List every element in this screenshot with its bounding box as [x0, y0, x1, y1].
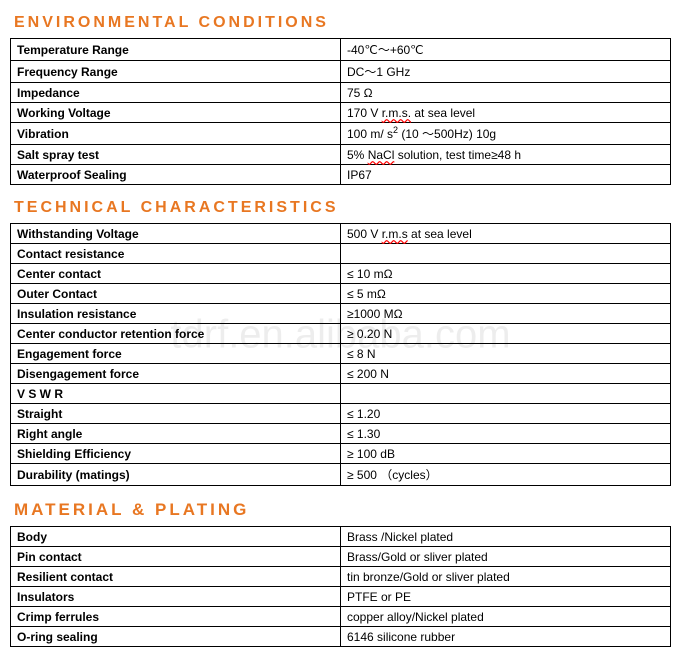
row-value: ≤ 200 N — [341, 364, 671, 384]
row-value: ≤ 8 N — [341, 344, 671, 364]
table-row: Temperature Range-40℃～+60℃ — [11, 39, 671, 61]
row-value: 100 m/ s2 (10 ～500Hz) 10g — [341, 123, 671, 145]
row-label: Insulation resistance — [11, 304, 341, 324]
row-value: Brass/Gold or sliver plated — [341, 547, 671, 567]
table-row: Right angle≤ 1.30 — [11, 424, 671, 444]
tech-tbody: Withstanding Voltage500 V r.m.s at sea l… — [11, 224, 671, 486]
table-row: Contact resistance — [11, 244, 671, 264]
row-value: IP67 — [341, 165, 671, 185]
row-value: ≤ 5 mΩ — [341, 284, 671, 304]
row-value: 5% NaCl solution, test time≥48 h — [341, 145, 671, 165]
row-label: Center contact — [11, 264, 341, 284]
table-row: Outer Contact≤ 5 mΩ — [11, 284, 671, 304]
row-label: Insulators — [11, 587, 341, 607]
row-value: copper alloy/Nickel plated — [341, 607, 671, 627]
table-row: Center contact≤ 10 mΩ — [11, 264, 671, 284]
row-label: Resilient contact — [11, 567, 341, 587]
row-value: ≤ 1.30 — [341, 424, 671, 444]
env-tbody: Temperature Range-40℃～+60℃Frequency Rang… — [11, 39, 671, 185]
row-label: Salt spray test — [11, 145, 341, 165]
table-row: Pin contactBrass/Gold or sliver plated — [11, 547, 671, 567]
table-row: Engagement force≤ 8 N — [11, 344, 671, 364]
row-label: Pin contact — [11, 547, 341, 567]
row-label: Frequency Range — [11, 61, 341, 83]
table-row: Frequency RangeDC～1 GHz — [11, 61, 671, 83]
row-label: Vibration — [11, 123, 341, 145]
section-title-env: ENVIRONMENTAL CONDITIONS — [14, 14, 671, 32]
section-title-mat: MATERIAL & PLATING — [14, 500, 671, 520]
table-row: Resilient contacttin bronze/Gold or sliv… — [11, 567, 671, 587]
table-row: V S W R — [11, 384, 671, 404]
mat-tbody: BodyBrass /Nickel platedPin contactBrass… — [11, 527, 671, 647]
row-value — [341, 244, 671, 264]
table-row: Impedance75 Ω — [11, 83, 671, 103]
row-value: ≥1000 MΩ — [341, 304, 671, 324]
mat-table: BodyBrass /Nickel platedPin contactBrass… — [10, 526, 671, 647]
row-label: V S W R — [11, 384, 341, 404]
row-value: Brass /Nickel plated — [341, 527, 671, 547]
row-value — [341, 384, 671, 404]
table-row: Shielding Efficiency≥ 100 dB — [11, 444, 671, 464]
row-value: DC～1 GHz — [341, 61, 671, 83]
row-value: ≥ 100 dB — [341, 444, 671, 464]
row-value: 500 V r.m.s at sea level — [341, 224, 671, 244]
table-row: InsulatorsPTFE or PE — [11, 587, 671, 607]
row-label: Engagement force — [11, 344, 341, 364]
row-label: Body — [11, 527, 341, 547]
row-label: Shielding Efficiency — [11, 444, 341, 464]
table-row: Vibration100 m/ s2 (10 ～500Hz) 10g — [11, 123, 671, 145]
row-value: ≥ 0.20 N — [341, 324, 671, 344]
row-label: Outer Contact — [11, 284, 341, 304]
tech-table: Withstanding Voltage500 V r.m.s at sea l… — [10, 223, 671, 486]
row-label: Impedance — [11, 83, 341, 103]
row-value: PTFE or PE — [341, 587, 671, 607]
row-value: -40℃～+60℃ — [341, 39, 671, 61]
row-label: Center conductor retention force — [11, 324, 341, 344]
table-row: Withstanding Voltage500 V r.m.s at sea l… — [11, 224, 671, 244]
row-value: ≤ 10 mΩ — [341, 264, 671, 284]
table-row: Insulation resistance≥1000 MΩ — [11, 304, 671, 324]
row-label: Right angle — [11, 424, 341, 444]
row-label: Contact resistance — [11, 244, 341, 264]
row-label: Disengagement force — [11, 364, 341, 384]
row-value: 170 V r.m.s. at sea level — [341, 103, 671, 123]
row-value: ≤ 1.20 — [341, 404, 671, 424]
row-label: Straight — [11, 404, 341, 424]
row-value: 75 Ω — [341, 83, 671, 103]
table-row: Salt spray test5% NaCl solution, test ti… — [11, 145, 671, 165]
row-label: Working Voltage — [11, 103, 341, 123]
table-row: O-ring sealing6146 silicone rubber — [11, 627, 671, 647]
row-value: 6146 silicone rubber — [341, 627, 671, 647]
table-row: Waterproof SealingIP67 — [11, 165, 671, 185]
row-label: Waterproof Sealing — [11, 165, 341, 185]
table-row: BodyBrass /Nickel plated — [11, 527, 671, 547]
row-label: O-ring sealing — [11, 627, 341, 647]
row-value: ≥ 500 （cycles） — [341, 464, 671, 486]
row-label: Temperature Range — [11, 39, 341, 61]
row-value: tin bronze/Gold or sliver plated — [341, 567, 671, 587]
section-title-tech: TECHNICAL CHARACTERISTICS — [14, 199, 671, 217]
table-row: Disengagement force≤ 200 N — [11, 364, 671, 384]
table-row: Center conductor retention force≥ 0.20 N — [11, 324, 671, 344]
table-row: Working Voltage170 V r.m.s. at sea level — [11, 103, 671, 123]
row-label: Withstanding Voltage — [11, 224, 341, 244]
row-label: Durability (matings) — [11, 464, 341, 486]
table-row: Crimp ferrulescopper alloy/Nickel plated — [11, 607, 671, 627]
row-label: Crimp ferrules — [11, 607, 341, 627]
table-row: Durability (matings)≥ 500 （cycles） — [11, 464, 671, 486]
env-table: Temperature Range-40℃～+60℃Frequency Rang… — [10, 38, 671, 185]
table-row: Straight≤ 1.20 — [11, 404, 671, 424]
